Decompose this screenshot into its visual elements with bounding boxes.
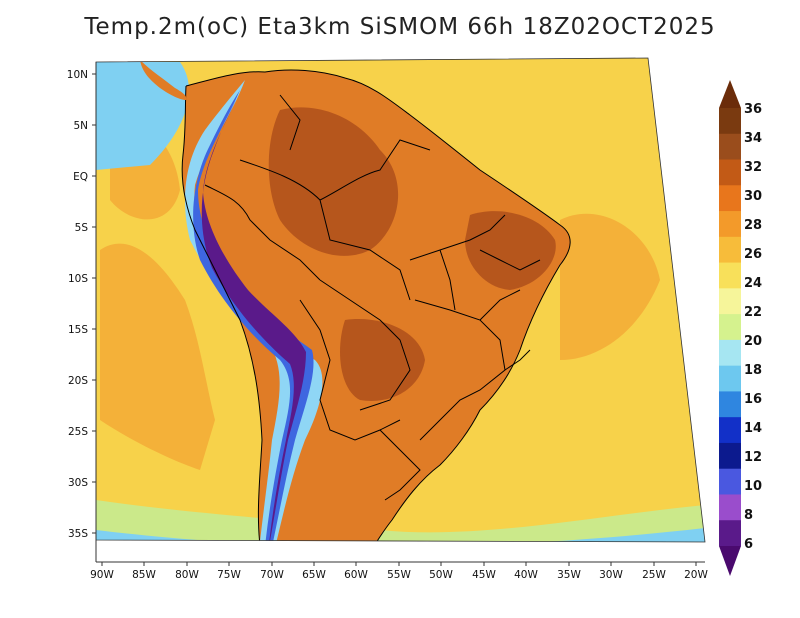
lon-label: 25W <box>642 569 666 581</box>
lon-label: 20W <box>684 569 708 581</box>
colorbar-swatches <box>719 108 741 547</box>
colorbar-swatch <box>719 339 741 367</box>
lon-label: 65W <box>302 569 326 581</box>
colorbar-swatch <box>719 365 741 392</box>
lat-label: 25S <box>68 426 88 438</box>
lat-label: 35S <box>68 528 88 540</box>
lon-label: 75W <box>217 569 241 581</box>
colorbar-label: 14 <box>744 421 762 436</box>
pacific-warm-field <box>100 243 215 470</box>
lat-label: 5S <box>75 222 89 234</box>
lat-label: 10S <box>68 273 88 285</box>
lat-label: 5N <box>73 120 88 132</box>
colorbar-label: 32 <box>744 160 762 175</box>
colorbar-label: 30 <box>744 189 762 204</box>
colorbar-swatch <box>719 417 741 444</box>
lon-label: 55W <box>387 569 411 581</box>
colorbar-swatch <box>719 185 741 212</box>
colorbar-label: 16 <box>744 392 762 407</box>
central-hot-field <box>340 319 425 401</box>
andes-coldest-strip <box>201 100 306 542</box>
longitude-axis: 90W 85W 80W 75W 70W 65W 60W 55W 50W 45W … <box>90 562 708 581</box>
colorbar-swatch <box>719 236 741 264</box>
amazon-hot-field <box>268 107 399 256</box>
colorbar-label: 20 <box>744 334 762 349</box>
lat-label: 15S <box>68 324 88 336</box>
colorbar-swatch <box>719 133 741 161</box>
lon-label: 45W <box>472 569 496 581</box>
lat-label: 20S <box>68 375 88 387</box>
colorbar-swatch <box>719 442 741 470</box>
colorbar-swatch <box>719 468 741 495</box>
lat-label: 30S <box>68 477 88 489</box>
colorbar-labels: 36 34 32 30 28 26 24 22 20 18 16 14 12 1… <box>744 102 762 552</box>
lon-label: 80W <box>175 569 199 581</box>
lon-label: 90W <box>90 569 114 581</box>
lat-label: 10N <box>67 69 88 81</box>
colorbar-label: 28 <box>744 218 762 233</box>
colorbar-bottom-arrow <box>719 546 741 576</box>
lon-label: 40W <box>514 569 538 581</box>
colorbar-label: 22 <box>744 305 762 320</box>
colorbar-swatch <box>719 288 741 315</box>
colorbar-label: 18 <box>744 363 762 378</box>
colorbar: 36 34 32 30 28 26 24 22 20 18 16 14 12 1… <box>719 80 762 576</box>
colorbar-swatch <box>719 211 741 238</box>
lon-label: 50W <box>429 569 453 581</box>
lon-label: 85W <box>132 569 156 581</box>
map-domain <box>96 58 705 542</box>
latitude-axis: 10N 5N EQ 5S 10S 15S 20S 25S 30S 35S <box>67 69 96 540</box>
colorbar-swatch <box>719 314 741 341</box>
colorbar-label: 26 <box>744 247 762 262</box>
colorbar-top-arrow <box>719 80 741 108</box>
colorbar-label: 36 <box>744 102 762 117</box>
colorbar-swatch <box>719 494 741 521</box>
colorbar-label: 6 <box>744 537 753 552</box>
lon-label: 30W <box>599 569 623 581</box>
colorbar-label: 8 <box>744 508 753 523</box>
colorbar-label: 10 <box>744 479 762 494</box>
lon-label: 35W <box>557 569 581 581</box>
colorbar-swatch <box>719 159 741 186</box>
colorbar-swatch <box>719 262 741 289</box>
lon-label: 60W <box>344 569 368 581</box>
central-america-land <box>140 60 187 100</box>
colorbar-label: 24 <box>744 276 762 291</box>
map-title: Temp.2m(oC) Eta3km SiSMOM 66h 18Z02OCT20… <box>84 14 716 40</box>
colorbar-swatch <box>719 108 741 135</box>
colorbar-label: 12 <box>744 450 762 465</box>
colorbar-label: 34 <box>744 131 762 146</box>
colorbar-swatch <box>719 391 741 418</box>
atlantic-warm-field <box>560 213 660 360</box>
colorbar-swatch <box>719 520 741 547</box>
country-borders <box>181 69 571 542</box>
lon-label: 70W <box>260 569 284 581</box>
lat-label: EQ <box>73 171 88 183</box>
